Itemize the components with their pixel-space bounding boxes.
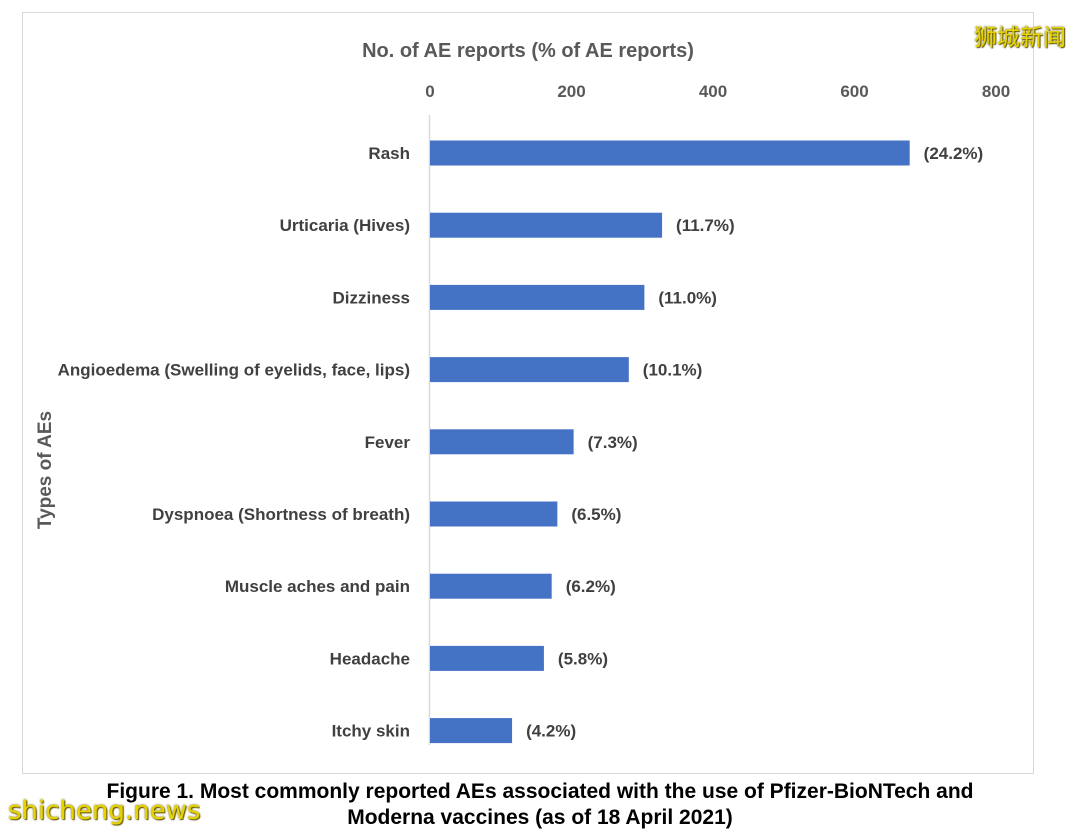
- category-labels: Rash Urticaria (Hives) Dizziness Angioedema…: [58, 144, 411, 741]
- bar: [430, 501, 558, 527]
- x-tick-label: 0: [425, 82, 434, 101]
- data-labels: (24.2%) (11.7%) (11.0%) (10.1%) (7.3%) (6.5%)…: [526, 144, 983, 741]
- data-label: (11.0%): [658, 288, 717, 307]
- x-tick-label: 600: [840, 82, 868, 101]
- data-label: (10.1%): [643, 361, 703, 380]
- x-tick-label: 400: [699, 82, 727, 101]
- data-label: (4.2%): [526, 722, 576, 741]
- x-tick-label: 800: [982, 82, 1010, 101]
- data-label: (6.5%): [571, 505, 621, 524]
- data-label: (6.2%): [566, 577, 616, 596]
- bar: [430, 357, 629, 383]
- category-label: Fever: [365, 433, 411, 452]
- category-label: Urticaria (Hives): [280, 216, 410, 235]
- category-label: Angioedema (Swelling of eyelids, face, l…: [58, 361, 410, 380]
- category-label: Dyspnoea (Shortness of breath): [152, 505, 410, 524]
- category-label: Dizziness: [333, 288, 410, 307]
- watermark-top-right: 狮城新闻: [974, 25, 1066, 51]
- bar: [430, 645, 544, 671]
- category-label: Headache: [330, 649, 410, 668]
- y-axis-title: Types of AEs: [35, 411, 56, 529]
- x-tick-label: 200: [557, 82, 585, 101]
- x-axis-title: No. of AE reports (% of AE reports): [362, 40, 694, 62]
- bars: [430, 140, 910, 744]
- x-tick-labels: 0 200 400 600 800: [425, 82, 1010, 101]
- bar: [430, 212, 663, 238]
- bar: [430, 140, 910, 166]
- category-label: Rash: [368, 144, 410, 163]
- figure-caption-line-1: Figure 1. Most commonly reported AEs ass…: [106, 780, 974, 803]
- category-label: Muscle aches and pain: [225, 577, 410, 596]
- figure-caption-line-2: Moderna vaccines (as of 18 April 2021): [347, 806, 733, 829]
- data-label: (11.7%): [676, 216, 735, 235]
- bar: [430, 429, 574, 455]
- data-label: (5.8%): [558, 649, 608, 668]
- data-label: (24.2%): [924, 144, 984, 163]
- bar: [430, 284, 645, 310]
- bar: [430, 718, 513, 744]
- category-label: Itchy skin: [332, 722, 410, 741]
- data-label: (7.3%): [588, 433, 638, 452]
- bar-chart: No. of AE reports (% of AE reports) Type…: [35, 40, 1010, 745]
- watermark-bottom-left: shicheng.news: [8, 796, 201, 826]
- bar: [430, 573, 552, 599]
